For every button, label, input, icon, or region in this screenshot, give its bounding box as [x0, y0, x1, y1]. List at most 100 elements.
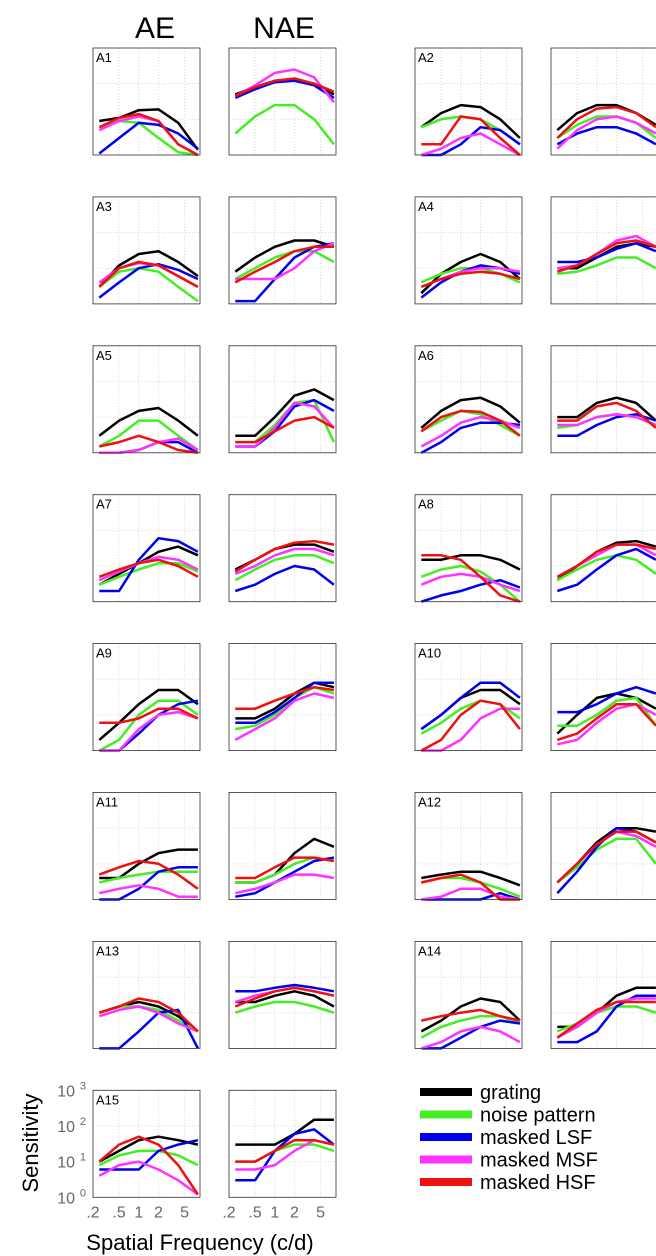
curve	[234, 1000, 335, 1014]
panel-label: A8	[418, 497, 434, 512]
panel-label-background	[417, 794, 443, 810]
curve	[557, 685, 656, 714]
curve	[234, 692, 335, 741]
curve	[235, 1128, 335, 1182]
curve	[556, 692, 656, 735]
curve	[235, 856, 335, 898]
y-tick-label: 10	[57, 1083, 75, 1100]
curve	[420, 132, 521, 157]
curve	[556, 125, 656, 146]
curve	[98, 121, 199, 155]
curve	[234, 539, 335, 573]
y-tick-exponent: 0	[80, 1187, 86, 1199]
panel-label: A10	[418, 646, 441, 661]
x-tick-label: 5	[316, 1204, 325, 1221]
panel-frame	[550, 792, 656, 900]
curve	[98, 561, 199, 586]
panel-label: A5	[96, 348, 112, 363]
panel-frame	[414, 47, 523, 156]
curve	[98, 545, 199, 586]
curve	[235, 873, 335, 895]
curve	[235, 401, 335, 448]
curve	[234, 103, 335, 146]
panel-label-background	[95, 50, 113, 65]
curve	[235, 388, 335, 438]
panel-frame	[228, 196, 337, 305]
curve	[98, 555, 199, 582]
curve	[234, 68, 335, 104]
curve	[420, 699, 521, 752]
panel-background	[229, 196, 336, 304]
panel-label-background	[417, 496, 435, 512]
curve	[98, 406, 199, 437]
panel-label: A7	[96, 497, 112, 512]
panel-frame	[550, 47, 656, 156]
curve	[99, 884, 198, 898]
panel-frame	[92, 941, 201, 1049]
curve	[98, 419, 199, 452]
curve	[98, 249, 199, 288]
curve	[557, 242, 656, 264]
curve	[98, 558, 199, 578]
panel-label: A3	[96, 199, 112, 214]
panel-frame	[92, 1089, 201, 1198]
curve	[234, 986, 335, 1008]
curve	[556, 115, 656, 150]
y-axis-label: Sensitivity	[18, 1093, 43, 1192]
panel-frame	[92, 643, 201, 751]
curve	[234, 554, 335, 582]
panel-frame	[228, 643, 337, 751]
curve	[98, 1149, 199, 1167]
curve	[99, 870, 198, 884]
panel-background	[93, 345, 200, 453]
x-tick-label: 5	[180, 1204, 189, 1221]
curve	[234, 564, 335, 593]
curve	[556, 997, 656, 1039]
panel-frame	[550, 196, 656, 305]
panel-label-background	[95, 198, 113, 214]
panel-label: A12	[418, 795, 441, 810]
x-tick-label: .5	[248, 1204, 261, 1221]
panel-background	[415, 196, 522, 304]
curve	[98, 1160, 199, 1196]
x-tick-label: 2	[154, 1204, 163, 1221]
panel-frame	[92, 47, 201, 156]
curve	[234, 249, 335, 281]
curve	[98, 1135, 199, 1196]
curve	[420, 103, 521, 139]
curve	[420, 681, 521, 731]
panel-frame	[92, 494, 201, 603]
curve	[98, 112, 199, 157]
curve	[556, 830, 656, 884]
curve	[235, 983, 335, 993]
panel-frame	[92, 196, 201, 305]
panel-frame	[414, 643, 523, 751]
panel-background	[229, 48, 336, 155]
panel-label-background	[417, 198, 435, 214]
curve	[557, 413, 656, 427]
curve	[99, 707, 199, 725]
panel-label-background	[95, 645, 113, 661]
y-tick-label: 10	[57, 1190, 75, 1207]
panel-label-background	[417, 347, 435, 363]
curve	[421, 554, 521, 571]
x-tick-label: .2	[86, 1204, 99, 1221]
panel-frame	[550, 941, 656, 1049]
curve	[421, 887, 521, 901]
y-tick-exponent: 2	[80, 1116, 86, 1128]
curve	[420, 409, 521, 437]
curve	[421, 115, 521, 156]
curve	[421, 554, 521, 603]
curve	[99, 434, 199, 455]
panel-frame	[228, 792, 337, 900]
x-tick-label: 2	[290, 1204, 299, 1221]
curve	[234, 239, 335, 273]
curve	[99, 537, 199, 593]
panel-frame	[228, 345, 337, 454]
panel-label-background	[417, 645, 443, 661]
curve	[235, 1138, 335, 1163]
panel-label: A11	[96, 795, 118, 810]
panel-label-background	[95, 347, 113, 363]
curve	[235, 1118, 334, 1146]
